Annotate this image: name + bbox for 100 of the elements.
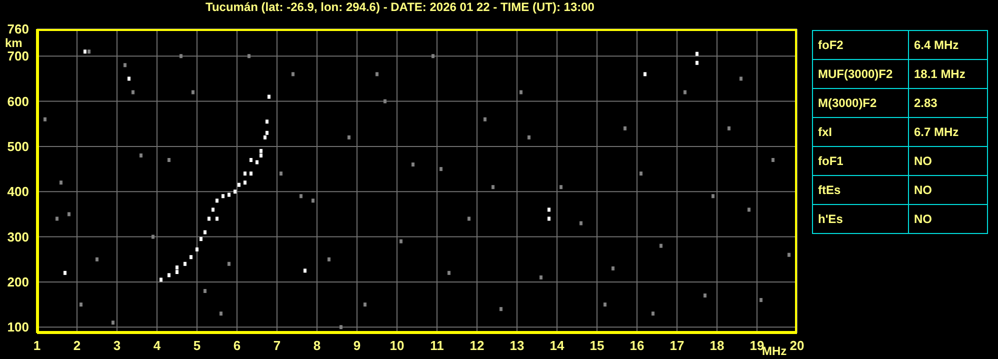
point	[500, 307, 502, 312]
text: 18.1 MHz	[908, 60, 988, 88]
point	[400, 239, 402, 244]
x-tick-label: 1	[33, 338, 41, 354]
point	[140, 153, 142, 158]
text: foF1	[812, 146, 908, 176]
point	[84, 50, 86, 54]
point	[788, 252, 790, 257]
point	[228, 192, 230, 197]
point	[528, 135, 530, 140]
point	[176, 266, 178, 270]
point	[196, 247, 198, 252]
point	[88, 50, 90, 54]
point	[492, 185, 494, 190]
text: fxI	[812, 118, 908, 146]
x-tick-label: 12	[470, 338, 484, 354]
text: h'Es	[812, 204, 908, 234]
point	[448, 270, 450, 275]
x-tick-label: 6	[233, 338, 241, 354]
point	[696, 52, 698, 56]
point	[200, 237, 202, 242]
point	[96, 257, 98, 262]
point	[580, 221, 582, 226]
text: NO	[908, 146, 988, 176]
point	[560, 185, 562, 190]
text: NO	[908, 176, 988, 204]
x-tick-label: 16	[630, 338, 644, 354]
point	[612, 266, 614, 270]
y-tick-label: 700	[7, 48, 29, 64]
point	[652, 312, 654, 316]
x-tick-label: 4	[153, 338, 162, 354]
point	[208, 216, 210, 221]
point	[684, 90, 686, 94]
x-tick-label: 3	[113, 338, 121, 354]
point	[548, 208, 550, 212]
point	[204, 288, 206, 293]
point	[484, 117, 486, 122]
text: ftEs	[812, 176, 908, 204]
point	[124, 63, 126, 68]
point	[128, 76, 130, 81]
point	[168, 273, 170, 278]
text: M(3000)F2	[812, 88, 908, 118]
text: 6.7 MHz	[908, 118, 988, 146]
point	[704, 294, 706, 298]
x-tick-label: 15	[590, 338, 604, 354]
point	[44, 117, 46, 122]
point	[328, 257, 330, 262]
x-tick-label: 18	[710, 338, 724, 354]
point	[772, 158, 774, 162]
point	[216, 216, 218, 221]
point	[364, 302, 366, 307]
point	[250, 158, 252, 162]
point	[384, 99, 386, 104]
point	[376, 72, 378, 76]
x-tick-label: 5	[193, 338, 201, 354]
x-tick-label: 8	[313, 338, 321, 354]
point	[760, 298, 762, 302]
point	[304, 268, 306, 273]
y-tick-label: 100	[7, 320, 29, 335]
point	[604, 302, 606, 307]
x-tick-label: 13	[510, 338, 524, 354]
y-tick-label: 600	[7, 94, 29, 109]
point	[660, 244, 662, 248]
point	[176, 270, 178, 274]
point	[266, 130, 268, 135]
point	[152, 234, 154, 239]
point	[340, 325, 342, 330]
point	[222, 194, 224, 198]
point	[540, 275, 542, 280]
point	[244, 180, 246, 185]
point	[312, 198, 314, 203]
point	[238, 182, 240, 187]
text: MUF(3000)F2	[812, 60, 908, 88]
point	[192, 90, 194, 94]
point	[644, 72, 646, 76]
point	[80, 302, 82, 307]
y-tick-label: 400	[7, 184, 29, 200]
point	[748, 208, 750, 212]
point	[184, 262, 186, 266]
point	[168, 158, 170, 162]
point	[268, 94, 270, 99]
text: foF2	[812, 30, 908, 60]
text: 2.83	[908, 88, 988, 118]
x-tick-label: 11	[430, 338, 444, 354]
point	[112, 320, 114, 325]
x-tick-label: 10	[390, 338, 404, 354]
point	[300, 194, 302, 198]
x-tick-label: 9	[353, 338, 361, 354]
point	[160, 278, 162, 282]
point	[212, 208, 214, 212]
point	[348, 135, 350, 140]
point	[696, 60, 698, 65]
point	[468, 216, 470, 221]
point	[548, 216, 550, 221]
point	[266, 120, 268, 124]
point	[190, 255, 192, 260]
y-tick-label: 760	[7, 22, 29, 37]
point	[64, 270, 66, 275]
point	[440, 167, 442, 172]
text: 6.4 MHz	[908, 30, 988, 60]
